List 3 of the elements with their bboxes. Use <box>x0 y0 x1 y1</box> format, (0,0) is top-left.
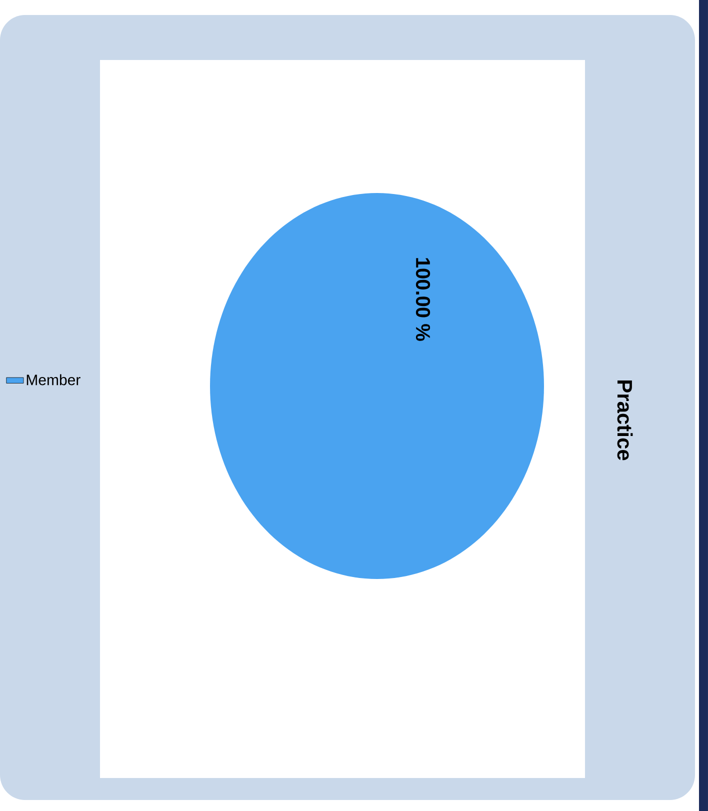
data-label: 100.00 % <box>416 258 430 341</box>
text: Practice <box>617 380 633 460</box>
legend-label: Member <box>26 374 80 386</box>
